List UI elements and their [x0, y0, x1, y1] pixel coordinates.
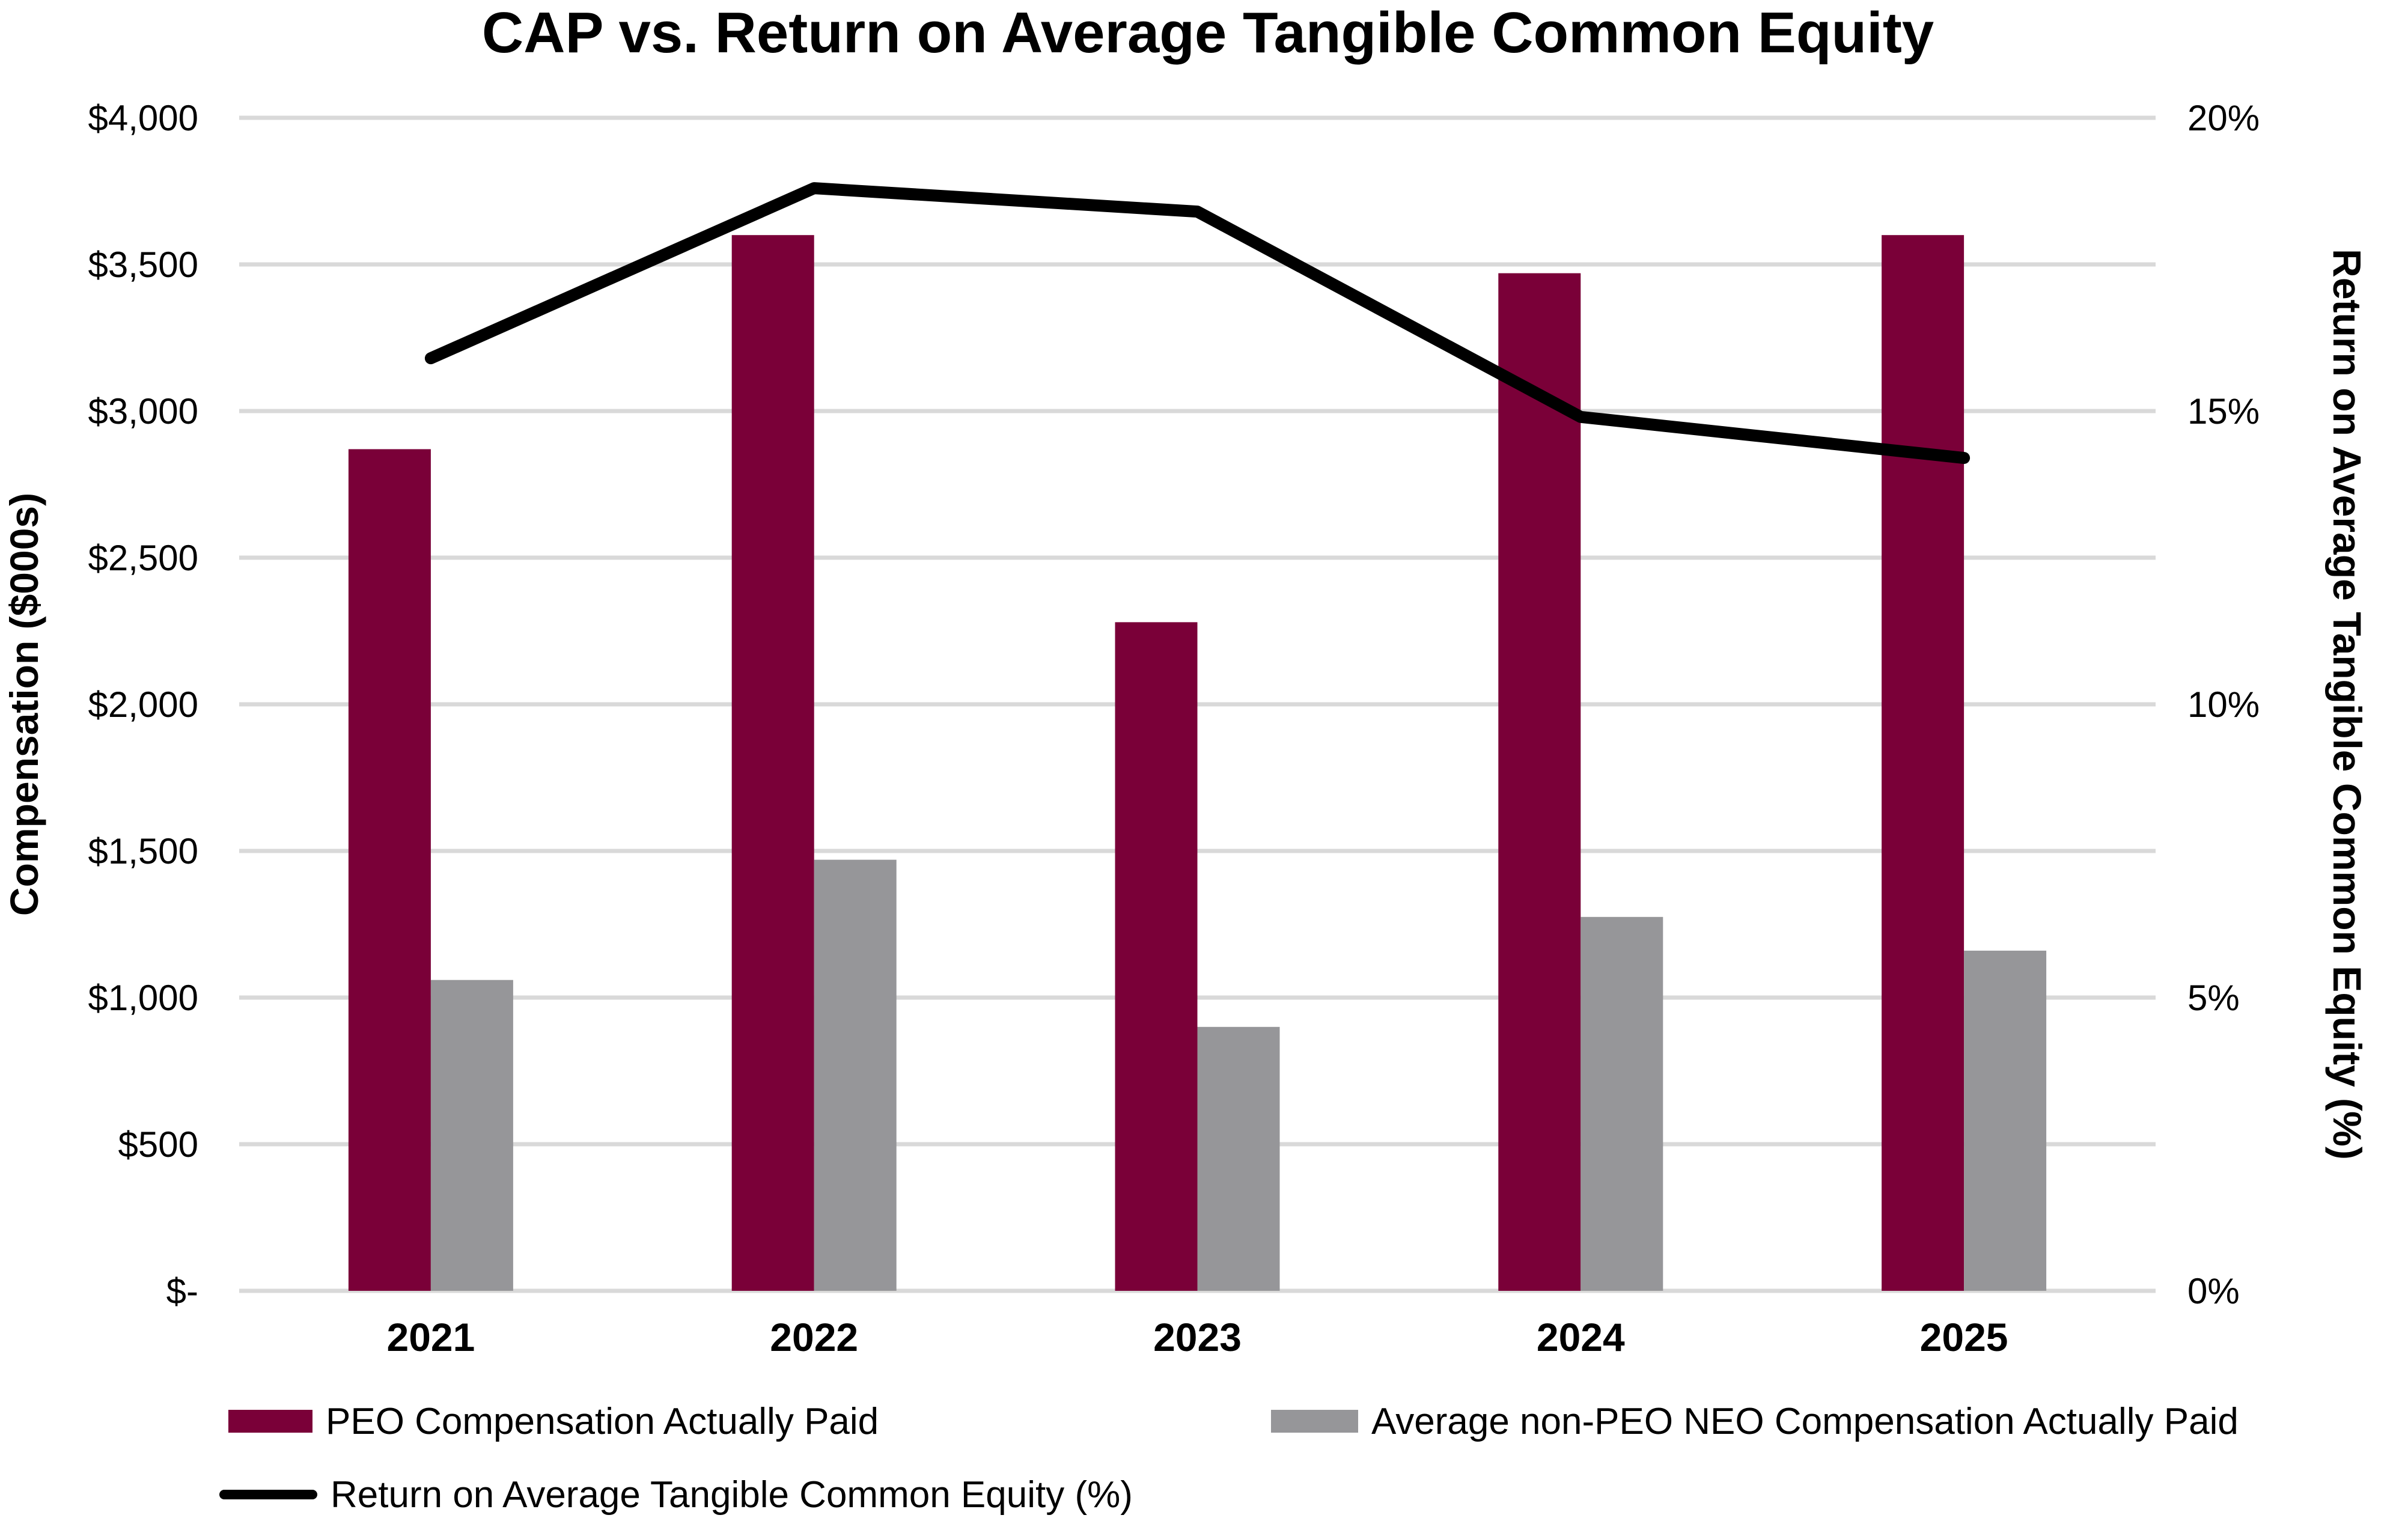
x-axis-label: 2025 — [1920, 1315, 2008, 1359]
y-axis-tick-label-right: 0% — [2187, 1271, 2240, 1311]
y-axis-tick-label-left: $1,500 — [88, 831, 198, 871]
bar-nonpeo — [1580, 916, 1663, 1291]
legend-swatch-roatce-line-icon — [219, 1490, 317, 1499]
legend-swatch-nonpeo-icon — [1271, 1410, 1358, 1433]
y-axis-tick-label-left: $4,000 — [88, 98, 198, 138]
x-axis-label: 2024 — [1537, 1315, 1625, 1359]
y-axis-tick-label-left: $500 — [118, 1124, 198, 1165]
roatce-line — [424, 182, 1971, 465]
x-axis-label: 2021 — [386, 1315, 475, 1359]
bar-nonpeo — [1964, 950, 2047, 1291]
y-axis-tick-label-left: $2,000 — [88, 684, 198, 725]
legend-label-nonpeo: Average non-PEO NEO Compensation Actuall… — [1371, 1400, 2239, 1442]
y-axis-tick-label-left: $- — [166, 1271, 198, 1311]
y-axis-tick-label-left: $3,500 — [88, 245, 198, 285]
bar-nonpeo — [430, 980, 513, 1291]
legend-label-peo: PEO Compensation Actually Paid — [326, 1400, 879, 1442]
left-axis-title: Compensation ($000s) — [2, 492, 46, 916]
bar-peo — [1115, 622, 1198, 1291]
legend-item-nonpeo: Average non-PEO NEO Compensation Actuall… — [1271, 1400, 2239, 1442]
y-axis-tick-label-left: $1,000 — [88, 978, 198, 1018]
bar-peo — [1882, 235, 1965, 1291]
x-axis-label: 2023 — [1153, 1315, 1242, 1359]
legend-swatch-peo-icon — [228, 1410, 312, 1433]
y-axis-tick-label-right: 10% — [2187, 684, 2260, 725]
chart-title: CAP vs. Return on Average Tangible Commo… — [481, 1, 1934, 65]
bar-peo — [731, 235, 814, 1291]
right-axis-title: Return on Average Tangible Common Equity… — [2325, 249, 2370, 1160]
y-axis-tick-label-left: $2,500 — [88, 538, 198, 578]
bar-peo — [348, 449, 431, 1291]
legend-label-roatce: Return on Average Tangible Common Equity… — [331, 1474, 1133, 1516]
legend-item-peo: PEO Compensation Actually Paid — [228, 1400, 879, 1442]
y-axis-tick-label-right: 15% — [2187, 391, 2260, 431]
bar-nonpeo — [1197, 1026, 1280, 1291]
bar-nonpeo — [814, 859, 897, 1291]
x-axis-label: 2022 — [770, 1315, 858, 1359]
y-axis-tick-label-left: $3,000 — [88, 391, 198, 431]
y-axis-tick-label-right: 5% — [2187, 978, 2240, 1018]
legend-item-roatce: Return on Average Tangible Common Equity… — [219, 1474, 1133, 1516]
bar-peo — [1498, 273, 1581, 1291]
y-axis-tick-label-right: 20% — [2187, 98, 2260, 138]
